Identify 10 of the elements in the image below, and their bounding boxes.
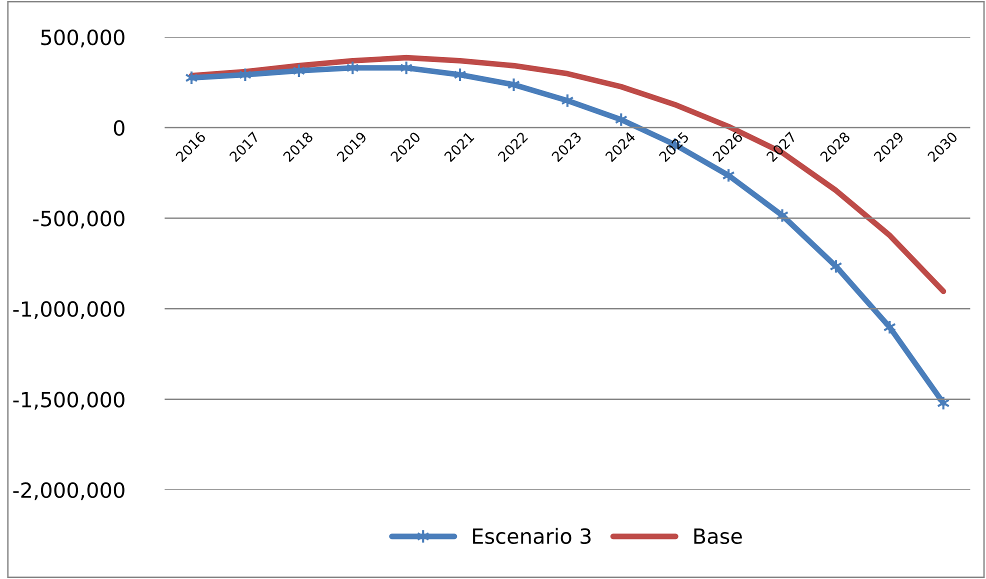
- y-tick-label: 0: [114, 120, 124, 136]
- y-tick-label: 500,000: [41, 30, 124, 48]
- point: [507, 77, 520, 92]
- y-tick-label: -1,500,000: [13, 392, 124, 410]
- y-tick-label: -2,000,000: [13, 482, 124, 500]
- legend-label: Base: [694, 528, 742, 544]
- legend-label: Escenario 3: [473, 528, 591, 544]
- point: [238, 67, 252, 82]
- y-tick-label: -1,000,000: [13, 301, 124, 320]
- y-tick-label: -500,000: [33, 210, 124, 229]
